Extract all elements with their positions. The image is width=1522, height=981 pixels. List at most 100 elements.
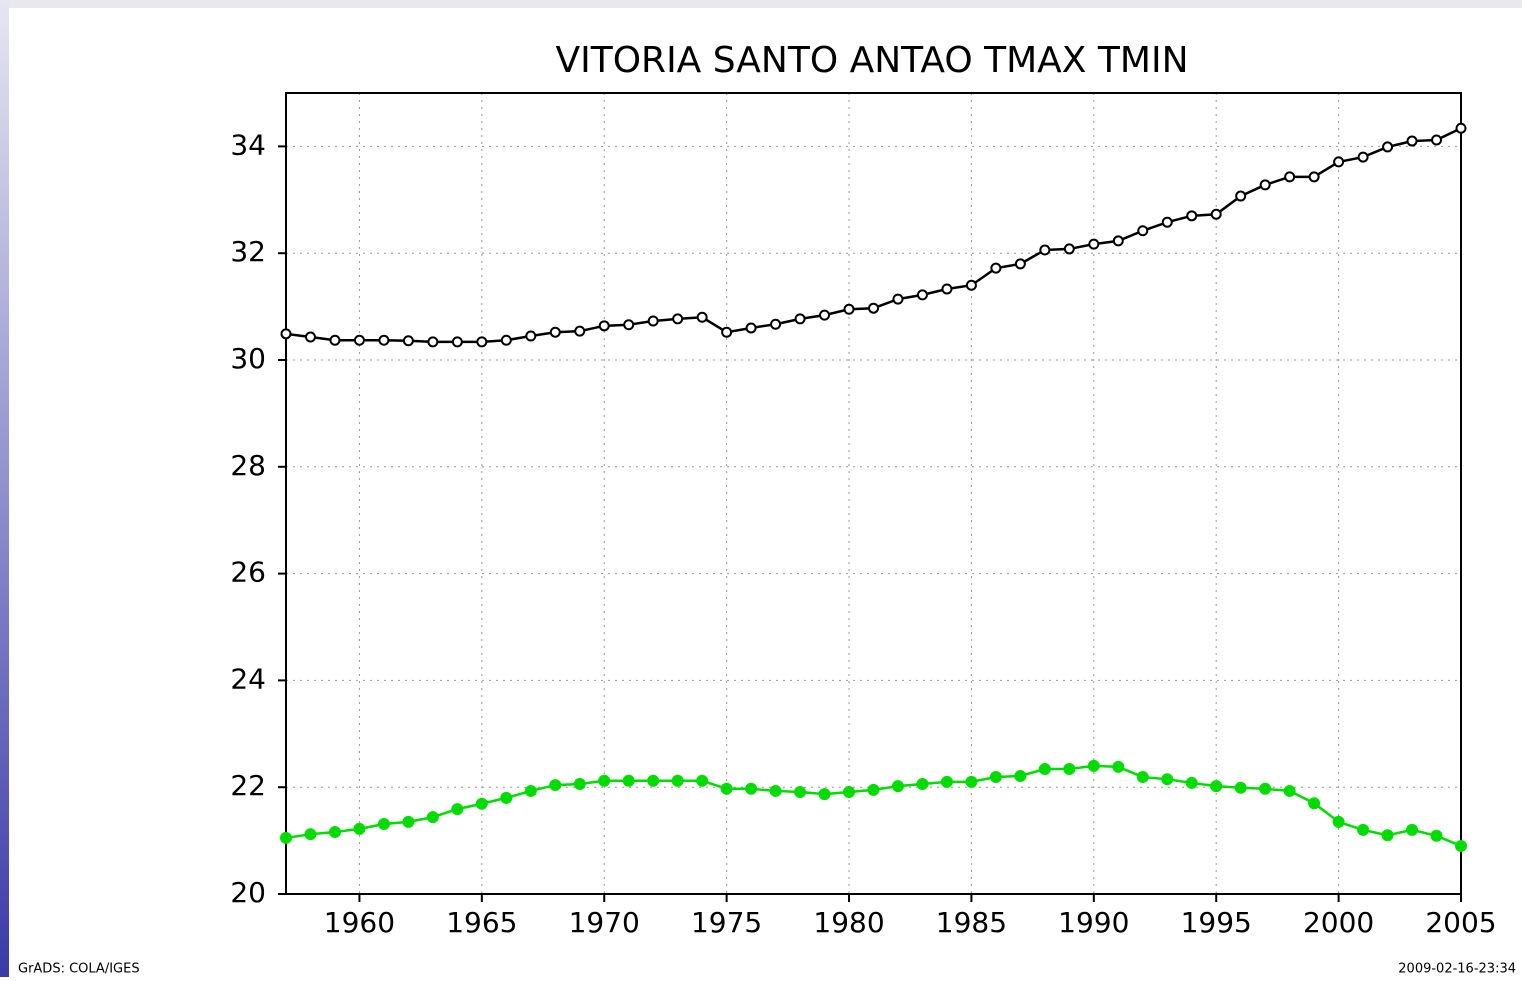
y-tick-label: 26 [230, 556, 266, 589]
series-point [475, 797, 488, 810]
series-point [1406, 135, 1418, 147]
series-point [843, 786, 856, 799]
series-point [1430, 829, 1443, 842]
series-point [794, 313, 806, 325]
series-point [1259, 179, 1271, 191]
series-point [1186, 210, 1198, 222]
series-point [304, 331, 316, 343]
series-point [1332, 815, 1345, 828]
series-point [916, 289, 928, 301]
series-point [427, 336, 439, 348]
y-tick-label: 32 [230, 235, 266, 268]
top-strip [0, 0, 1522, 8]
series-point [891, 780, 904, 793]
plot-frame [285, 92, 1462, 895]
series-point [647, 774, 660, 787]
series-point [1406, 823, 1419, 836]
series-point [353, 822, 366, 835]
series-point [280, 328, 292, 340]
series-point [1161, 216, 1173, 228]
footer-left: GrADS: COLA/IGES [18, 962, 140, 977]
series-point [598, 774, 611, 787]
series-point [353, 334, 365, 346]
x-tick-label: 1980 [813, 906, 884, 939]
series-point [1381, 829, 1394, 842]
footer-right: 2009-02-16-23:34 [1398, 962, 1516, 977]
series-point [1087, 759, 1100, 772]
series-point [549, 779, 562, 792]
series-point [1357, 151, 1369, 163]
series-point [377, 818, 390, 831]
series-point [1431, 134, 1443, 146]
series-point [1088, 238, 1100, 250]
x-tick-label: 1965 [446, 906, 517, 939]
series-point [916, 777, 929, 790]
series-point [500, 791, 513, 804]
y-tick-label: 28 [230, 449, 266, 482]
side-strip [0, 0, 9, 977]
series-point [696, 774, 709, 787]
series-point [1112, 235, 1124, 247]
series-point [794, 786, 807, 799]
series-point [1038, 763, 1051, 776]
series-point [451, 803, 464, 816]
y-tick-label: 22 [230, 769, 266, 802]
series-point [892, 293, 904, 305]
series-point [1382, 141, 1394, 153]
chart-title: VITORIA SANTO ANTAO TMAX TMIN [555, 40, 1188, 81]
series-point [549, 326, 561, 338]
series-point [1112, 760, 1125, 773]
series-point [721, 326, 733, 338]
series-point [965, 279, 977, 291]
series-point [868, 302, 879, 314]
x-tick-label: 1970 [569, 906, 640, 939]
series-point [745, 322, 757, 334]
series-point [1210, 208, 1222, 220]
series-point [1136, 771, 1149, 784]
series-point [1161, 773, 1174, 786]
series-point [378, 334, 390, 346]
series-point [1308, 171, 1320, 183]
series-point [1063, 763, 1076, 776]
series-point [451, 336, 463, 348]
x-tick-label: 1975 [691, 906, 762, 939]
series-point [402, 815, 415, 828]
x-tick-label: 2005 [1425, 906, 1496, 939]
series-point [1137, 225, 1149, 237]
series-point [1039, 244, 1051, 256]
series-point [745, 782, 758, 795]
series-point [672, 313, 684, 325]
y-tick-label: 34 [230, 128, 266, 161]
series-point [304, 828, 317, 841]
series-point [525, 330, 537, 342]
series-point [1333, 156, 1345, 168]
series-point [818, 788, 831, 801]
series-point [843, 303, 855, 315]
series-point [574, 325, 586, 337]
series-point [524, 784, 537, 797]
series-point [671, 774, 684, 787]
x-tick-label: 1985 [936, 906, 1007, 939]
series-point [1259, 782, 1272, 795]
series-point [1455, 122, 1467, 134]
series-point [965, 775, 978, 788]
series-point [573, 777, 586, 790]
y-tick-label: 20 [230, 876, 266, 909]
series-point [696, 311, 708, 323]
x-tick-label: 1960 [324, 906, 395, 939]
series-point [990, 262, 1002, 274]
series-point [598, 320, 610, 332]
series-point [1063, 243, 1075, 255]
series-point [770, 318, 782, 330]
series-point [1210, 780, 1223, 793]
series-point [329, 334, 341, 346]
series-point [647, 315, 659, 327]
series-point [1185, 776, 1198, 789]
series-point [402, 335, 414, 347]
series-point [769, 784, 782, 797]
x-tick-label: 1990 [1058, 906, 1129, 939]
series-point [941, 283, 953, 295]
series-point [989, 771, 1002, 784]
series-point [622, 774, 635, 787]
